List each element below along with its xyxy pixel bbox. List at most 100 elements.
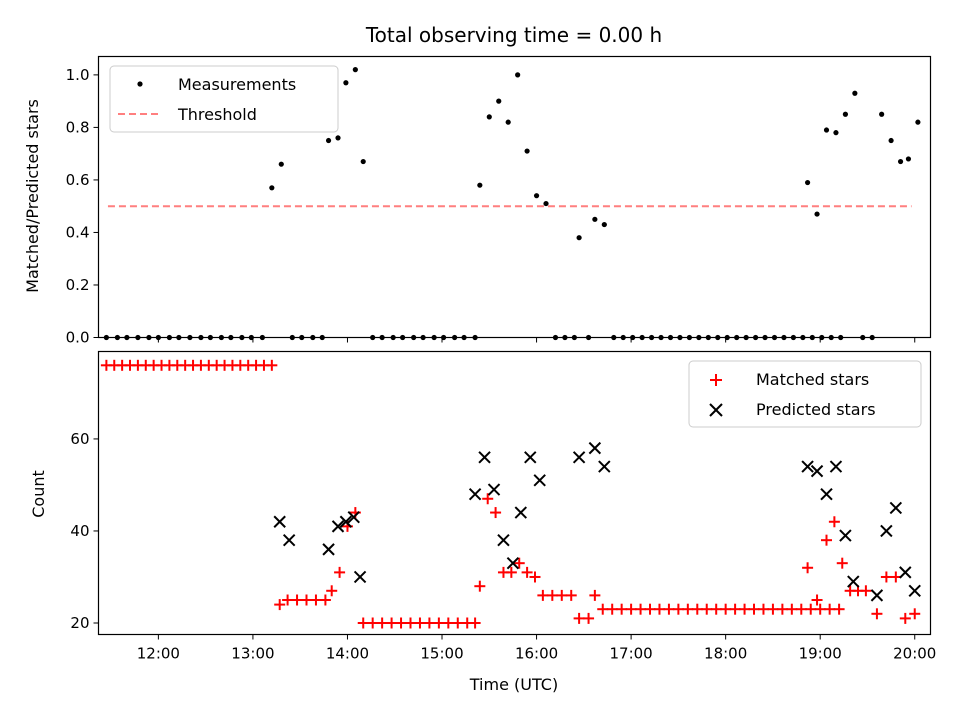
bottom-legend: Matched stars Predicted stars (688, 360, 922, 428)
matched-star-point (266, 359, 278, 371)
legend-predicted-marker (709, 403, 723, 417)
measurement-point (515, 72, 521, 78)
predicted-star-d2 (820, 487, 833, 501)
matched-star-point (653, 603, 665, 615)
bottom-y-tick-label: 20 (70, 614, 89, 632)
matched-star-point (291, 594, 303, 606)
bottom-x-tick-label: 12:00 (137, 645, 180, 663)
predicted-star-point (347, 510, 360, 524)
matched-star-point (899, 612, 911, 624)
predicted-star-d2 (847, 575, 860, 588)
predicted-star-point (273, 515, 286, 528)
matched-star-point (729, 603, 741, 615)
bottom-y-tick-label: 40 (70, 522, 89, 540)
matched-star-point (606, 603, 618, 615)
measurement-point (842, 111, 849, 117)
bottom-legend-box (688, 360, 922, 428)
predicted-star-point (870, 589, 884, 602)
measurement-point (505, 119, 511, 125)
matched-star-point (513, 557, 525, 569)
matched-star-point (833, 603, 845, 615)
matched-star-point (644, 603, 656, 615)
matched-star-point (909, 608, 921, 620)
measurement-point (888, 137, 894, 144)
matched-star-point (357, 617, 369, 629)
predicted-star-d2 (514, 506, 528, 519)
measurement-point (915, 119, 921, 125)
matched-star-point (310, 594, 322, 606)
matched-star-point (589, 589, 601, 601)
predicted-star-d2 (487, 483, 501, 496)
predicted-star-point (497, 533, 510, 547)
matched-star-point (821, 534, 832, 546)
chart-title: Total observing time = 0.00 h (365, 23, 662, 47)
matched-star-point (691, 603, 703, 615)
predicted-star-point (468, 487, 482, 501)
matched-star-point (616, 603, 628, 615)
measurement-point (576, 235, 582, 241)
predicted-star-point (598, 460, 611, 473)
bottom-x-tick-label: 17:00 (609, 645, 652, 663)
predicted-star-d2 (353, 570, 367, 584)
predicted-star-d2 (273, 515, 286, 528)
predicted-star-point (820, 487, 833, 501)
matched-star-point (811, 594, 823, 606)
predicted-star-d2 (478, 451, 491, 464)
matched-star-point (795, 603, 807, 615)
matched-star-point (556, 589, 568, 601)
legend-matched-label: Matched stars (756, 370, 869, 389)
matched-star-point (367, 617, 379, 629)
top-y-ticks: 0.0 0.2 0.4 0.6 0.8 1.0 (66, 66, 99, 347)
measurement-point (335, 135, 341, 141)
predicted-star-d2 (889, 501, 903, 515)
predicted-star-point (533, 474, 546, 487)
matched-star-point (334, 566, 346, 578)
matched-star-point (583, 612, 595, 624)
bottom-x-tick-label: 16:00 (515, 645, 558, 663)
matched-star-point (767, 603, 779, 615)
matched-star-point (748, 603, 760, 615)
measurement-point (601, 221, 607, 228)
predicted-star-point (487, 483, 501, 496)
predicted-star-point (514, 506, 528, 519)
top-y-tick-label: 0.0 (66, 329, 90, 347)
predicted-star-d2 (801, 460, 814, 473)
predicted-star-point (331, 520, 345, 533)
predicted-star-d2 (533, 474, 546, 487)
bottom-x-tick-label: 19:00 (799, 645, 842, 663)
predicted-star-d2 (506, 556, 520, 570)
top-y-tick-label: 1.0 (66, 66, 90, 84)
matched-star-point (672, 603, 684, 615)
measurement-point (814, 211, 820, 217)
matched-star-point (802, 562, 814, 574)
predicted-star-d2 (347, 510, 360, 524)
matched-star-point (414, 617, 426, 629)
predicted-star-point (572, 451, 586, 464)
predicted-star-d2 (880, 524, 893, 538)
measurement-point (833, 130, 839, 136)
matched-star-point (301, 594, 312, 606)
top-y-tick-label: 0.6 (66, 171, 90, 189)
predicted-star-point (478, 451, 491, 464)
predicted-star-point (506, 556, 520, 570)
measurement-point (524, 148, 530, 154)
measurement-point (592, 216, 598, 222)
top-axes-frame (97, 55, 932, 339)
predicted-star-point (339, 515, 353, 528)
predicted-star-point (847, 575, 860, 588)
predicted-star-d2 (524, 451, 537, 464)
bottom-y-tick-label: 60 (70, 430, 89, 448)
matched-star-point (482, 493, 494, 505)
bottom-x-tick-label: 14:00 (326, 645, 369, 663)
predicted-star-d2 (829, 460, 843, 473)
measurement-point (278, 161, 284, 167)
bottom-x-tick-label: 15:00 (420, 645, 463, 663)
matched-star-point (805, 603, 817, 615)
predicted-star-point (810, 464, 824, 478)
predicted-star-d2 (899, 566, 912, 579)
predicted-star-d2 (839, 529, 852, 542)
bottom-x-tick-label: 18:00 (704, 645, 747, 663)
legend-predicted-label: Predicted stars (756, 400, 876, 419)
